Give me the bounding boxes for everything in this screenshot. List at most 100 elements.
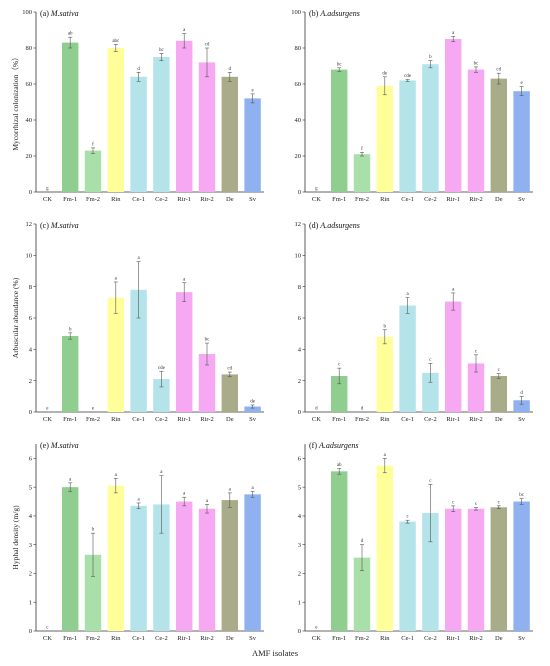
y-tick-label: 3	[298, 542, 301, 549]
panel-species: A.adsurgens	[319, 9, 359, 18]
y-tick-label: 4	[29, 347, 33, 354]
bar-de	[221, 76, 239, 192]
category-label: Ce-2	[424, 196, 437, 203]
significance-letter: c	[429, 358, 432, 363]
significance-letter: cd	[227, 367, 232, 372]
significance-letter: a	[69, 477, 72, 482]
bar-rir-1	[444, 301, 462, 412]
category-label: Rir-1	[446, 416, 460, 423]
bar-rir-1	[444, 39, 462, 192]
category-label: Ce-2	[155, 416, 168, 423]
bar-ce-2	[422, 513, 439, 631]
significance-letter: bc	[519, 493, 525, 498]
x-axis-title: AMF isolates	[251, 648, 299, 658]
y-tick-label: 2	[298, 378, 301, 385]
significance-letter: a	[137, 256, 140, 261]
chart-panel-d: 0 2 4 6 8 10 12 (d) A.adsurgens d CK c Fm-1 d Fm-2 b Ri…	[295, 221, 533, 423]
category-label: Fm-1	[63, 416, 77, 423]
bar-ce-2	[153, 379, 170, 412]
bar-rin	[376, 465, 394, 631]
significance-letter: e	[251, 88, 254, 93]
bar-sv	[244, 494, 261, 631]
panel-label: (f)	[309, 441, 319, 450]
category-label: Rin	[380, 196, 390, 203]
category-label: Rin	[111, 635, 121, 642]
category-label: Fm-2	[355, 196, 369, 203]
y-tick-label: 1	[298, 599, 301, 606]
bar-rin	[376, 336, 394, 412]
y-tick-label: 6	[29, 315, 33, 322]
significance-letter: c	[475, 502, 478, 507]
significance-letter: b	[69, 327, 72, 332]
significance-letter: e	[92, 407, 95, 412]
significance-letter: f	[92, 142, 94, 147]
bar-rir-2	[467, 69, 485, 192]
panel-title: (d) A.adsurgens	[309, 221, 360, 230]
bar-rir-1	[175, 40, 193, 192]
y-tick-label: 2	[29, 378, 32, 385]
panel-species: A.adsurgens	[318, 441, 358, 450]
category-label: Ce-2	[155, 635, 168, 642]
significance-letter: c	[452, 500, 455, 505]
y-tick-label: 8	[298, 284, 301, 291]
y-tick-label: 12	[295, 221, 302, 228]
panel-species: M.sativa	[50, 221, 79, 230]
category-label: Fm-2	[86, 635, 100, 642]
y-tick-label: 40	[26, 117, 33, 124]
category-label: Ce-1	[132, 416, 145, 423]
y-axis-title: Arbuscular abundance (%)	[11, 277, 20, 358]
category-label: Fm-2	[355, 635, 369, 642]
significance-letter: e	[46, 407, 49, 412]
bar-sv	[244, 98, 261, 192]
y-tick-label: 6	[298, 456, 302, 463]
category-label: CK	[43, 196, 52, 203]
bar-de	[490, 507, 508, 631]
significance-letter: bc	[337, 62, 343, 67]
y-tick-label: 0	[298, 628, 301, 635]
significance-letter: g	[315, 187, 318, 192]
panel-label: (b)	[309, 9, 320, 18]
bar-ce-2	[153, 504, 170, 631]
significance-letter: a	[183, 28, 186, 33]
y-tick-label: 8	[29, 284, 32, 291]
significance-letter: d	[520, 391, 523, 396]
bar-rir-1	[444, 508, 462, 631]
significance-letter: cde	[158, 366, 166, 371]
significance-letter: d	[315, 407, 318, 412]
significance-letter: a	[406, 292, 409, 297]
category-label: De	[495, 635, 503, 642]
category-label: Rir-1	[177, 196, 191, 203]
significance-letter: abc	[112, 39, 120, 44]
category-label: Ce-1	[401, 635, 414, 642]
category-label: De	[226, 196, 234, 203]
bar-ce-1	[399, 521, 416, 631]
category-label: Fm-1	[63, 635, 77, 642]
category-label: Rir-1	[177, 416, 191, 423]
significance-letter: bc	[474, 61, 480, 66]
significance-letter: a	[229, 487, 232, 492]
category-label: Ce-1	[132, 635, 145, 642]
significance-letter: c	[429, 479, 432, 484]
bar-ce-1	[130, 76, 147, 192]
significance-letter: e	[315, 626, 318, 631]
category-label: Ce-2	[424, 635, 437, 642]
panel-title: (e) M.sativa	[40, 441, 79, 450]
significance-letter: a	[183, 492, 186, 497]
significance-letter: b	[384, 324, 387, 329]
significance-letter: a	[452, 31, 455, 36]
y-tick-label: 5	[298, 484, 301, 491]
bar-fm-2	[353, 557, 371, 631]
significance-letter: c	[475, 349, 478, 354]
bar-fm-1	[61, 487, 79, 631]
category-label: Rir-1	[446, 635, 460, 642]
category-label: Rir-2	[469, 196, 483, 203]
bar-sv	[513, 501, 530, 631]
category-label: Rir-2	[469, 635, 483, 642]
y-tick-label: 2	[298, 571, 301, 578]
y-tick-label: 3	[29, 542, 32, 549]
bar-rir-2	[198, 62, 216, 193]
bar-fm-2	[353, 154, 371, 192]
y-tick-label: 4	[29, 513, 33, 520]
panel-label: (a)	[40, 9, 51, 18]
